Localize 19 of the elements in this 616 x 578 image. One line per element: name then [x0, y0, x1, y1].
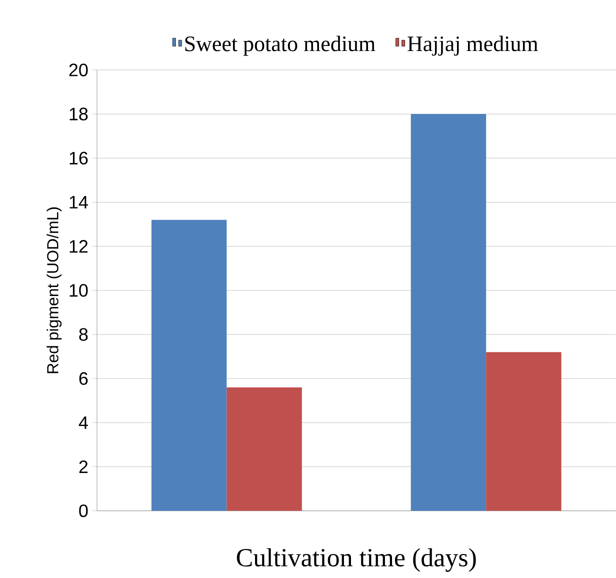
bar	[410, 114, 486, 511]
y-tick-label: 20	[69, 64, 88, 76]
y-tick-label: 6	[79, 372, 88, 386]
y-tick-label: 10	[70, 284, 88, 297]
y-tick-label: 12	[70, 240, 88, 253]
y-axis-title: Red pigment (UOD/mL)	[46, 208, 62, 374]
y-tick-label: 16	[70, 152, 88, 165]
legend-label: Sweet potato medium	[185, 36, 376, 56]
y-tick-label: 14	[70, 196, 88, 209]
y-tick-label: 8	[79, 328, 88, 341]
x-axis-title: Cultivation time (days)	[236, 548, 476, 572]
legend-label: Hajjaj medium	[408, 36, 538, 56]
y-tick-label: 18	[70, 108, 88, 121]
bar	[151, 220, 227, 511]
y-tick-label: 2	[79, 460, 88, 474]
y-tick-label: 0	[79, 504, 88, 518]
bar	[486, 352, 562, 511]
bar	[226, 387, 302, 511]
y-tick-label: 4	[78, 416, 88, 429]
